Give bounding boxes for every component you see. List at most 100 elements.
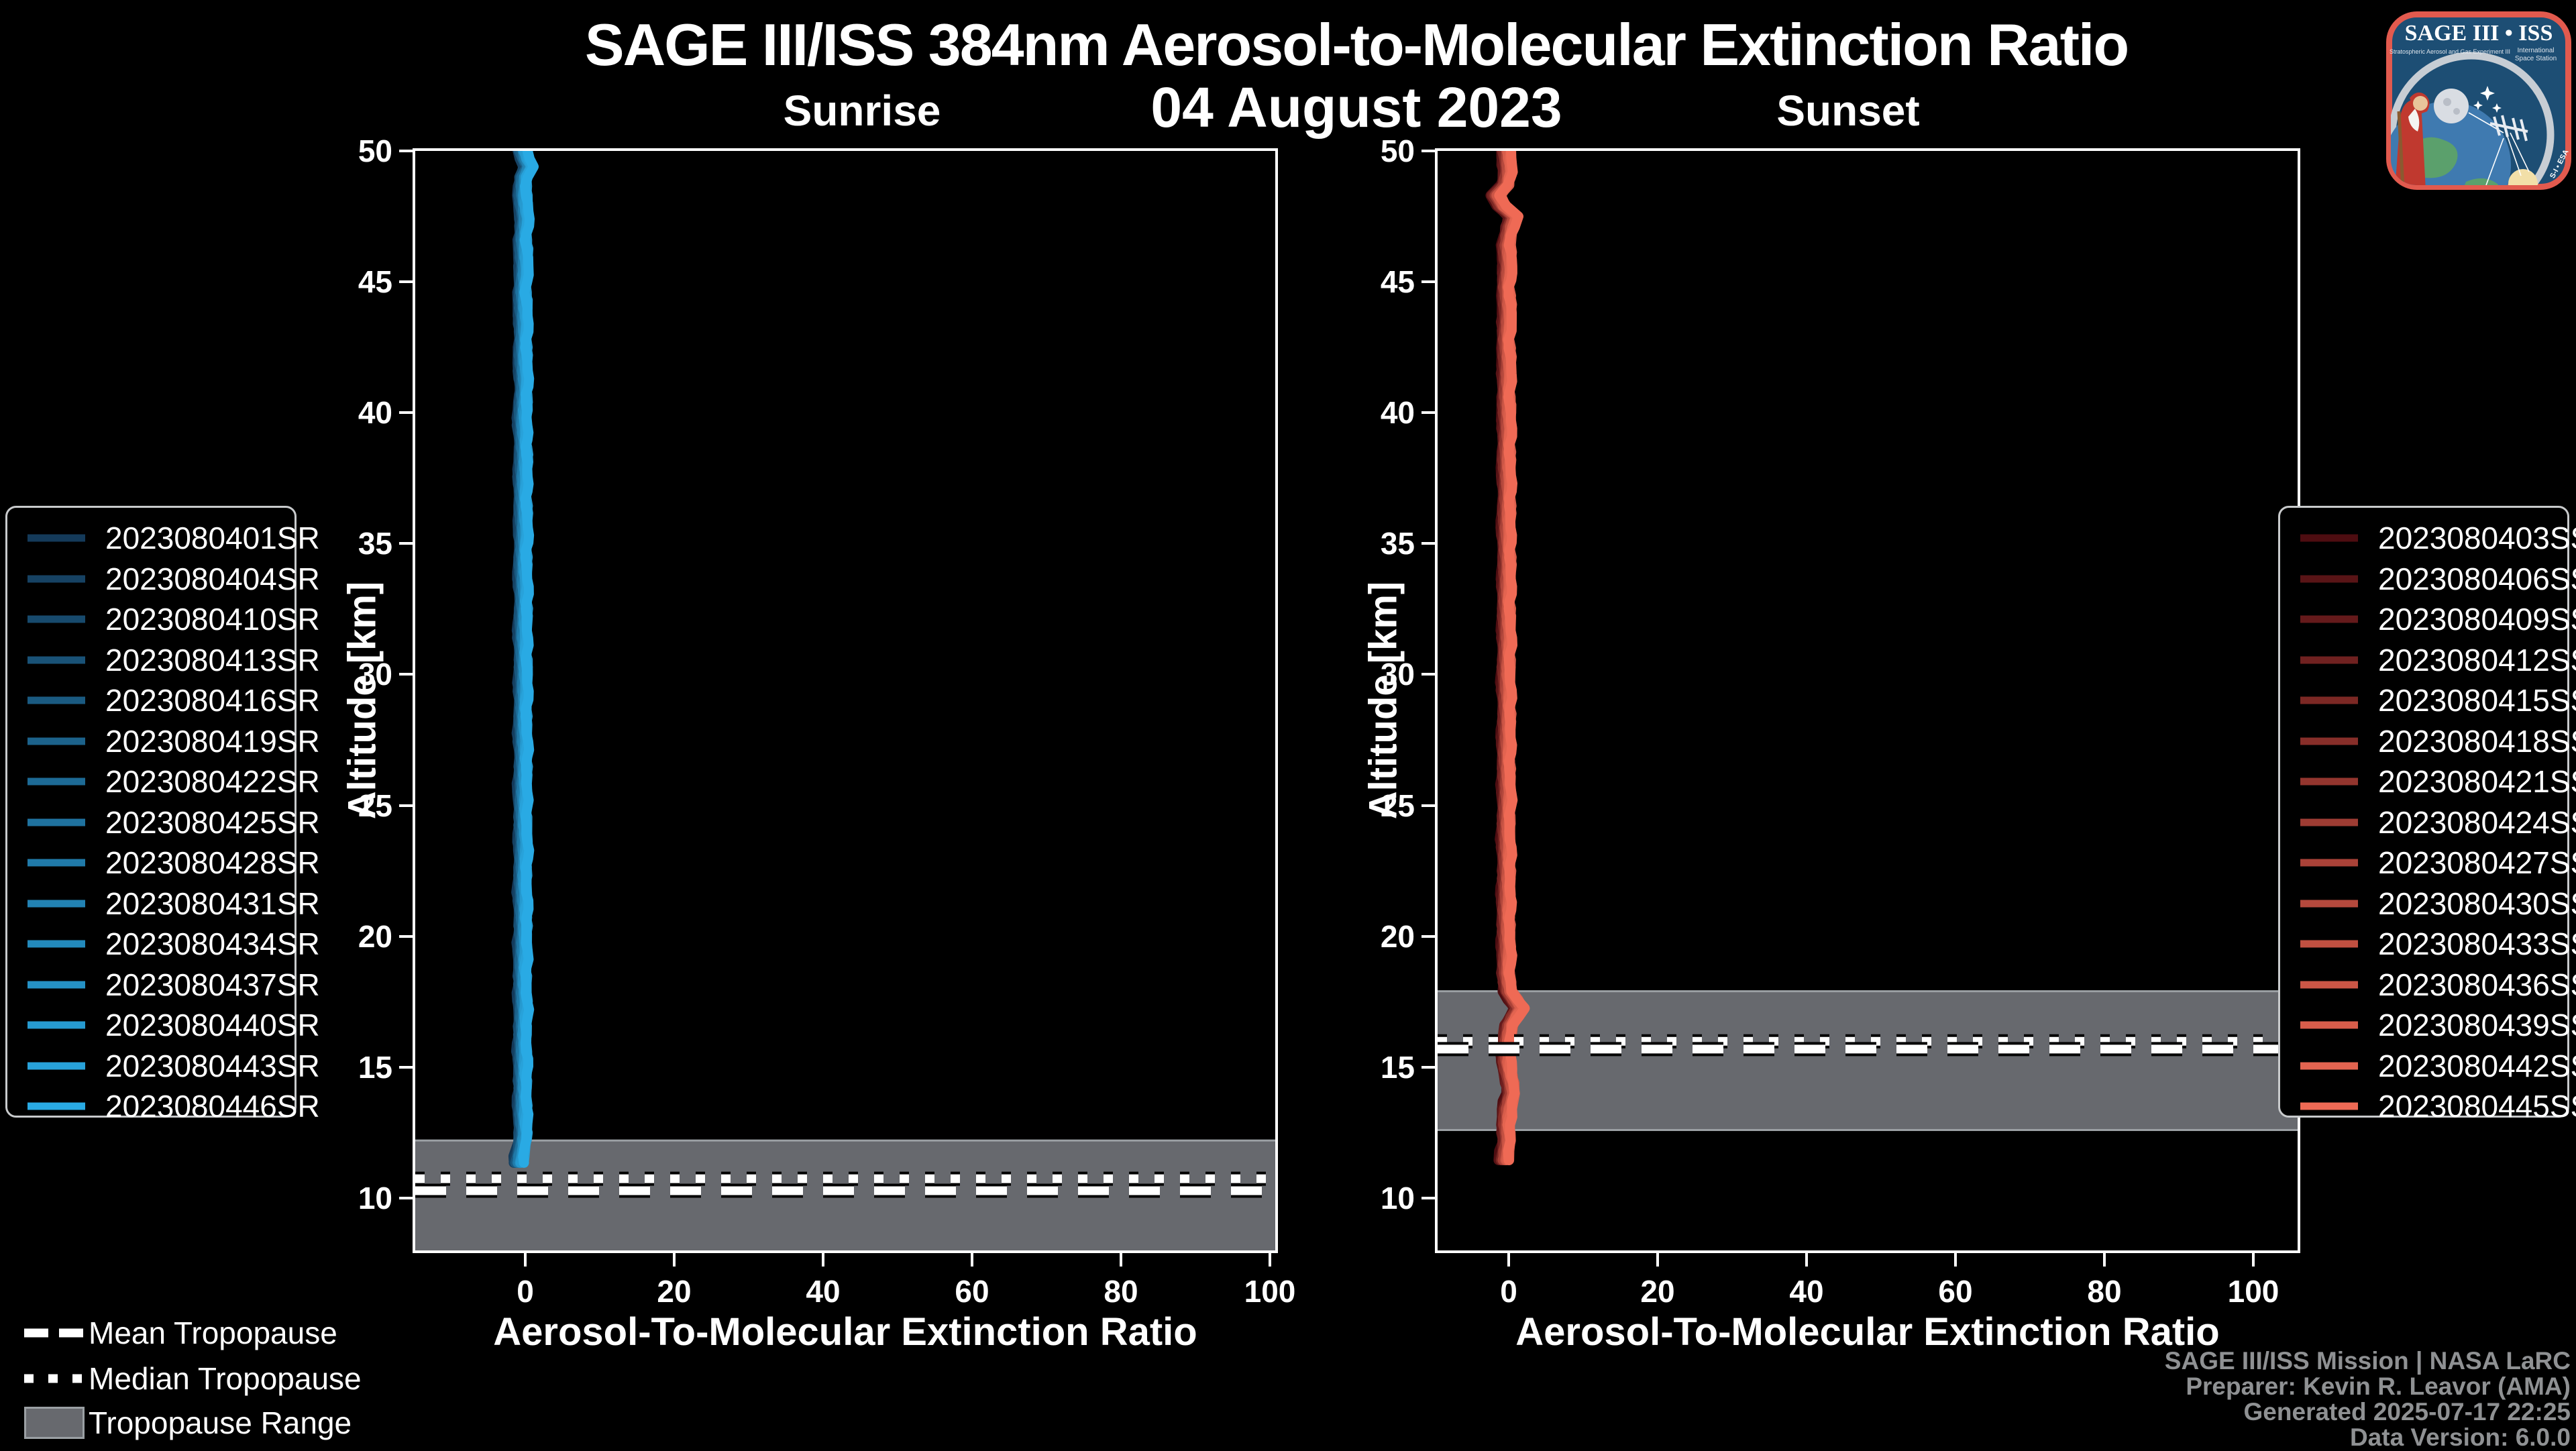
patch-title-text: SAGE III • ISS bbox=[2405, 21, 2553, 46]
legend-item: 2023080440SR bbox=[7, 1007, 320, 1043]
mean-tropopause-dash-swatch bbox=[24, 1328, 83, 1338]
x-tick-label: 80 bbox=[1104, 1274, 1138, 1309]
legend-item-label: 2023080421SS bbox=[2378, 764, 2576, 799]
legend-item: 2023080412SS bbox=[2280, 642, 2576, 678]
legend-item-label: 2023080443SR bbox=[105, 1048, 320, 1083]
y-tick-label: 20 bbox=[358, 919, 392, 954]
x-tick-mark bbox=[673, 1253, 676, 1267]
legend-line-swatch bbox=[2300, 859, 2358, 867]
x-tick-mark bbox=[971, 1253, 973, 1267]
tropopause-legend-range-row: Tropopause Range bbox=[0, 1404, 470, 1442]
legend-line-swatch bbox=[28, 656, 85, 663]
legend-line-swatch bbox=[28, 859, 85, 867]
x-tick-label: 20 bbox=[1640, 1274, 1675, 1309]
legend-item: 2023080421SS bbox=[2280, 763, 2576, 800]
patch-moon-crater2 bbox=[2453, 108, 2460, 115]
x-axis-label-sunrise: Aerosol-To-Molecular Extinction Ratio bbox=[493, 1310, 1197, 1354]
legend-line-swatch bbox=[2300, 940, 2358, 948]
legend-item: 2023080424SS bbox=[2280, 804, 2576, 841]
y-tick-label: 35 bbox=[1380, 526, 1415, 561]
legend-line-swatch bbox=[2300, 575, 2358, 582]
legend-item-label: 2023080422SR bbox=[105, 764, 320, 799]
y-tick-mark bbox=[399, 542, 413, 545]
x-tick-mark bbox=[1507, 1253, 1510, 1267]
legend-item-label: 2023080418SS bbox=[2378, 723, 2576, 759]
legend-item: 2023080427SS bbox=[2280, 845, 2576, 881]
footer-credits: SAGE III/ISS Mission | NASA LaRC Preparer… bbox=[2165, 1348, 2571, 1450]
profile-line-2023080445SS bbox=[1494, 151, 1530, 1165]
legend-item: 2023080430SS bbox=[2280, 885, 2576, 922]
x-tick-mark bbox=[1954, 1253, 1957, 1267]
y-tick-mark bbox=[399, 804, 413, 807]
profile-line-2023080446SR bbox=[518, 151, 539, 1168]
x-tick-mark bbox=[822, 1253, 824, 1267]
legend-item-label: 2023080401SR bbox=[105, 521, 320, 555]
y-tick-mark bbox=[399, 673, 413, 676]
y-tick-label: 25 bbox=[358, 788, 392, 823]
legend-item: 2023080439SS bbox=[2280, 1007, 2576, 1043]
x-axis-label-sunset: Aerosol-To-Molecular Extinction Ratio bbox=[1515, 1310, 2220, 1354]
figure-title: SAGE III/ISS 384nm Aerosol-to-Molecular … bbox=[584, 11, 2129, 78]
legend-item: 2023080409SS bbox=[2280, 601, 2576, 637]
legend-line-swatch bbox=[28, 615, 85, 623]
tropopause-legend: Mean Tropopause Median Tropopause Tropop… bbox=[0, 1311, 470, 1446]
x-tick-mark bbox=[524, 1253, 527, 1267]
legend-item-label: 2023080404SR bbox=[105, 561, 320, 596]
patch-moon bbox=[2434, 89, 2469, 123]
legend-item-label: 2023080409SS bbox=[2378, 602, 2576, 637]
sunset-plot-area bbox=[1435, 148, 2300, 1253]
y-tick-label: 40 bbox=[358, 395, 392, 430]
legend-line-swatch bbox=[28, 940, 85, 948]
legend-item-label: 2023080437SR bbox=[105, 967, 320, 1002]
legend-item: 2023080434SR bbox=[7, 926, 320, 962]
legend-item-label: 2023080439SS bbox=[2378, 1008, 2576, 1042]
y-tick-mark bbox=[399, 150, 413, 152]
y-axis-label-sunrise: Altitude [km] bbox=[340, 581, 384, 820]
median-tropopause-label: Median Tropopause bbox=[89, 1361, 362, 1396]
y-tick-label: 30 bbox=[358, 657, 392, 692]
legend-line-swatch bbox=[2300, 1102, 2358, 1110]
legend-item: 2023080410SR bbox=[7, 601, 320, 637]
x-tick-label: 40 bbox=[1789, 1274, 1824, 1309]
y-tick-mark bbox=[1421, 150, 1435, 152]
legend-item-label: 2023080434SR bbox=[105, 926, 320, 961]
tropopause-range-swatch bbox=[24, 1407, 85, 1439]
x-tick-label: 20 bbox=[657, 1274, 692, 1309]
legend-item: 2023080404SR bbox=[7, 561, 320, 597]
x-tick-mark bbox=[1805, 1253, 1808, 1267]
figure-date: 04 August 2023 bbox=[1150, 76, 1562, 139]
legend-item-label: 2023080416SR bbox=[105, 683, 320, 718]
sage-iii-iss-mission-patch: SAGE III • ISS Stratospheric Aerosol and… bbox=[2385, 11, 2572, 191]
footer-line: Data Version: 6.0.0 bbox=[2349, 1423, 2571, 1451]
x-tick-label: 40 bbox=[806, 1274, 841, 1309]
legend-item: 2023080437SR bbox=[7, 967, 320, 1003]
legend-line-swatch bbox=[28, 818, 85, 826]
median-tropopause-dot-swatch bbox=[24, 1374, 83, 1383]
legend-item-label: 2023080419SR bbox=[105, 723, 320, 759]
legend-item: 2023080422SR bbox=[7, 763, 320, 800]
legend-item-label: 2023080428SR bbox=[105, 845, 320, 880]
legend-line-swatch bbox=[2300, 696, 2358, 704]
legend-line-swatch bbox=[2300, 1062, 2358, 1069]
tropopause-range-band bbox=[1438, 991, 2298, 1130]
x-tick-label: 60 bbox=[955, 1274, 989, 1309]
legend-line-swatch bbox=[28, 777, 85, 786]
x-tick-mark bbox=[1120, 1253, 1122, 1267]
y-tick-mark bbox=[399, 411, 413, 414]
tropopause-range-label: Tropopause Range bbox=[89, 1405, 352, 1440]
legend-item-label: 2023080412SS bbox=[2378, 642, 2576, 678]
legend-item-label: 2023080410SR bbox=[105, 602, 320, 637]
x-tick-label: 100 bbox=[2227, 1274, 2279, 1309]
y-tick-mark bbox=[1421, 411, 1435, 414]
x-tick-label: 100 bbox=[1244, 1274, 1296, 1309]
x-tick-label: 80 bbox=[2087, 1274, 2122, 1309]
legend-item: 2023080431SR bbox=[7, 885, 320, 922]
y-tick-label: 45 bbox=[1380, 264, 1415, 299]
legend-item-label: 2023080445SS bbox=[2378, 1089, 2576, 1124]
legend-item-label: 2023080446SR bbox=[105, 1089, 320, 1124]
sunset-series-legend: 2023080403SS 2023080406SS 2023080409SS 2023… bbox=[2278, 506, 2576, 1124]
legend-line-swatch bbox=[28, 696, 85, 704]
mission-patch-graphic: SAGE III • ISS Stratospheric Aerosol and… bbox=[2386, 11, 2571, 190]
legend-line-swatch bbox=[2300, 818, 2358, 826]
legend-item: 2023080445SS bbox=[2280, 1088, 2576, 1124]
